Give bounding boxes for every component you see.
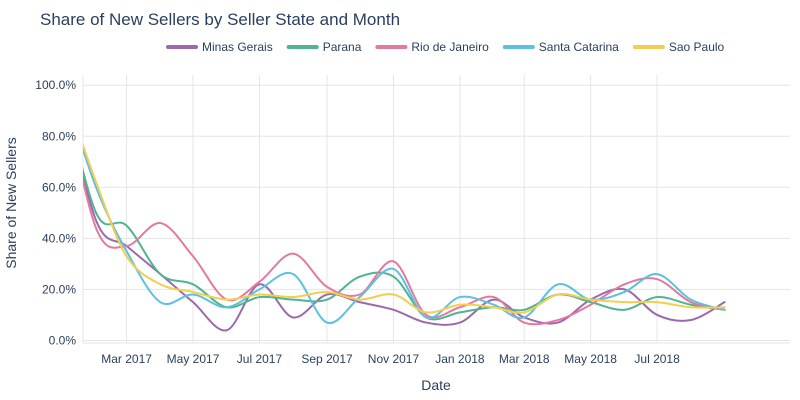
legend-label: Rio de Janeiro bbox=[411, 40, 489, 54]
x-tick-label: May 2018 bbox=[564, 352, 617, 366]
legend-label: Sao Paulo bbox=[669, 40, 725, 54]
x-tick-labels: Mar 2017 May 2017 Jul 2017 Sep 2017 Nov 2017… bbox=[101, 352, 680, 366]
x-tick-label: Sep 2017 bbox=[301, 352, 353, 366]
x-tick-label: Jul 2018 bbox=[634, 352, 680, 366]
y-tick-label: 100.0% bbox=[35, 78, 76, 92]
legend-item-minas-gerais[interactable]: Minas Gerais bbox=[166, 40, 273, 54]
series-line-santa-catarina bbox=[83, 146, 726, 324]
x-tick-label: Jan 2018 bbox=[435, 352, 485, 366]
y-gridlines bbox=[83, 84, 790, 341]
series-line-sao-paulo bbox=[83, 142, 726, 314]
y-tick-label: 60.0% bbox=[42, 180, 76, 194]
y-tick-label: 20.0% bbox=[42, 282, 76, 296]
legend: Minas Gerais Parana Rio de Janeiro Santa Ca… bbox=[166, 40, 725, 54]
legend-item-parana[interactable]: Parana bbox=[286, 40, 362, 54]
legend-label: Parana bbox=[323, 40, 362, 54]
y-axis-title: Share of New Sellers bbox=[3, 137, 19, 269]
y-tick-label: 0.0% bbox=[49, 333, 77, 347]
x-tick-label: Mar 2017 bbox=[101, 352, 152, 366]
series-line-rio-de-janeiro bbox=[83, 176, 726, 326]
series-line-parana bbox=[83, 166, 726, 321]
legend-item-rio-de-janeiro[interactable]: Rio de Janeiro bbox=[375, 40, 489, 54]
x-tick-label: Nov 2017 bbox=[368, 352, 420, 366]
legend-label: Minas Gerais bbox=[202, 40, 273, 54]
y-tick-label: 40.0% bbox=[42, 231, 76, 245]
y-tick-labels: 0.0% 20.0% 40.0% 60.0% 80.0% 100.0% bbox=[35, 78, 76, 347]
y-tick-label: 80.0% bbox=[42, 129, 76, 143]
series-lines bbox=[83, 142, 726, 332]
legend-item-sao-paulo[interactable]: Sao Paulo bbox=[632, 40, 725, 54]
legend-label: Santa Catarina bbox=[539, 40, 619, 54]
legend-item-santa-catarina[interactable]: Santa Catarina bbox=[502, 40, 619, 54]
x-tick-label: May 2017 bbox=[167, 352, 220, 366]
chart-title: Share of New Sellers by Seller State and… bbox=[40, 10, 400, 29]
x-gridlines bbox=[126, 75, 658, 343]
x-tick-label: Mar 2018 bbox=[499, 352, 550, 366]
x-axis-title: Date bbox=[421, 377, 451, 393]
x-tick-label: Jul 2017 bbox=[237, 352, 283, 366]
